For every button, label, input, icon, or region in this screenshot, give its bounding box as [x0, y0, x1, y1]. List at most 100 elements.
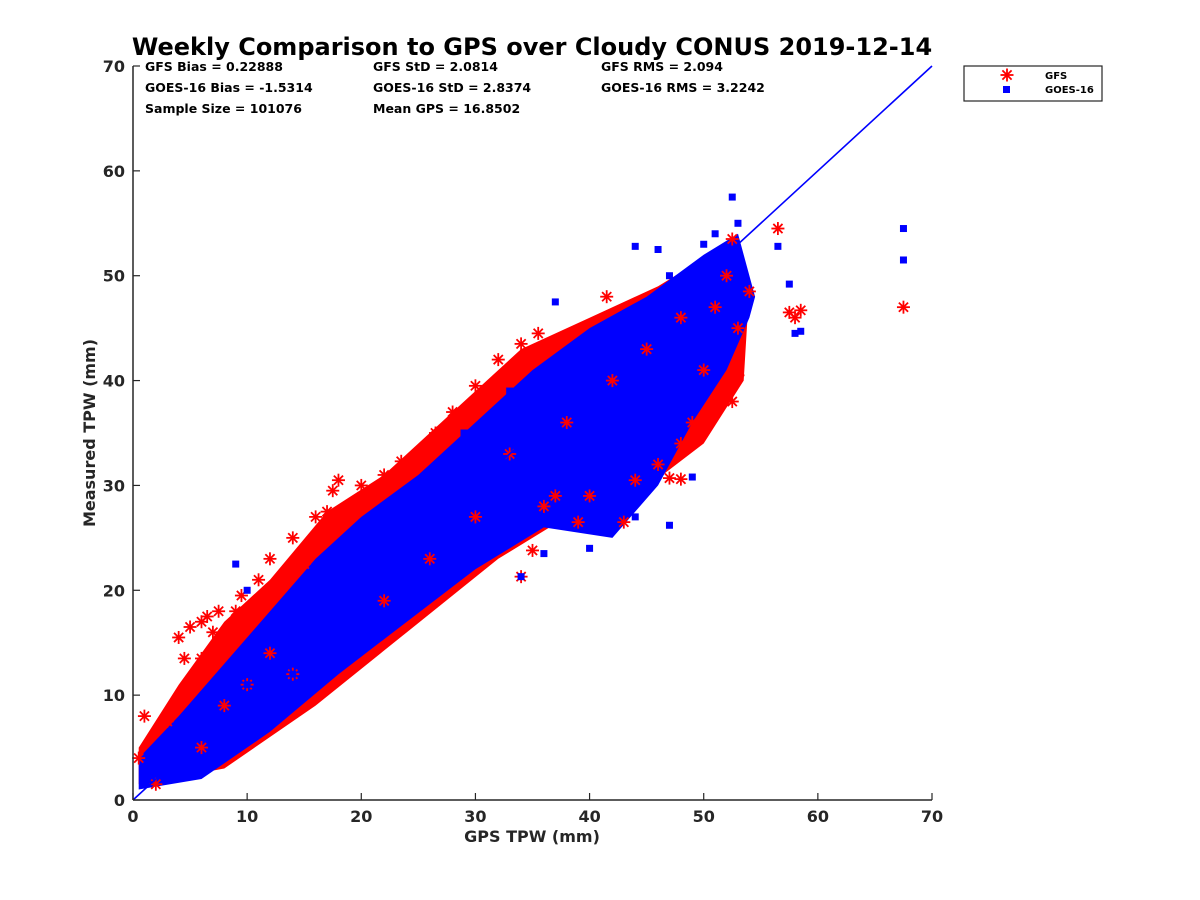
gfs-point — [396, 456, 407, 467]
gfs-point — [327, 485, 338, 496]
goes-16-point — [551, 439, 559, 447]
axes — [132, 66, 932, 801]
gfs-point — [572, 516, 584, 528]
goes-16-point — [797, 327, 805, 335]
gfs-point — [378, 595, 390, 607]
gfs-point — [675, 473, 687, 485]
legend-goes-marker — [1003, 86, 1010, 93]
goes-16-point — [631, 242, 639, 250]
gfs-point — [321, 506, 333, 517]
goes-16-point — [483, 502, 491, 510]
gfs-point — [1001, 69, 1013, 81]
goes-16-point — [289, 670, 297, 678]
gfs-point — [133, 752, 144, 764]
gfs-point — [698, 364, 709, 376]
gfs-point — [173, 632, 184, 643]
gfs-point — [333, 474, 344, 486]
gfs-point — [607, 375, 618, 386]
goes-16-point — [163, 754, 171, 762]
goes-16-point — [494, 481, 502, 489]
gfs-point — [219, 700, 230, 711]
gfs-point — [184, 621, 196, 633]
goes-16-point — [688, 303, 696, 311]
gfs-point — [287, 532, 299, 544]
goes-16-point — [688, 473, 696, 481]
gfs-point — [447, 406, 458, 418]
gfs-point — [652, 459, 664, 470]
goes-16-point — [403, 565, 411, 573]
goes-16-point — [551, 298, 559, 306]
gfs-point — [150, 779, 162, 790]
y-tick-label: 0 — [114, 791, 125, 810]
goes-16-point — [232, 560, 240, 568]
goes-16-point — [540, 550, 548, 558]
goes-16-point — [631, 513, 639, 521]
gfs-point — [687, 417, 698, 428]
goes-16-point — [529, 408, 536, 416]
gfs-point — [532, 328, 544, 339]
legend-box — [963, 65, 1103, 102]
goes-16-point — [517, 573, 525, 581]
gfs-point — [795, 305, 806, 316]
goes-16-point — [665, 521, 673, 529]
stat-gfs-rms: GFS RMS = 2.094 — [601, 59, 723, 74]
x-tick-label: 0 — [127, 807, 138, 826]
goes-16-point — [437, 471, 445, 479]
gfs-point — [772, 223, 784, 234]
stats-block: GFS Bias = 0.22888 GFS StD = 2.0814 GFS … — [145, 59, 765, 116]
goes-16-point — [243, 586, 251, 594]
gfs-point — [784, 307, 795, 318]
gfs-point — [744, 286, 755, 297]
y-tick-label: 70 — [103, 57, 125, 76]
gfs-point — [515, 338, 527, 350]
x-tick-label: 20 — [350, 807, 372, 826]
goes-16-point — [243, 681, 251, 689]
gfs-point — [213, 606, 224, 617]
gfs-point — [709, 301, 721, 313]
goes-16-point — [197, 712, 205, 720]
goes-16-point — [449, 523, 457, 531]
goes-16-point — [300, 597, 308, 605]
gfs-point — [430, 427, 441, 439]
goes-16-point — [175, 765, 183, 773]
goes-16-point — [460, 429, 468, 437]
stat-sample-size: Sample Size = 101076 — [145, 101, 302, 116]
gfs-point — [378, 469, 390, 481]
gfs-point — [196, 742, 207, 753]
gfs-point — [139, 710, 150, 722]
stat-goes-bias: GOES-16 Bias = -1.5314 — [145, 80, 313, 95]
goes-16-point — [574, 377, 582, 385]
goes-16-point — [665, 272, 673, 280]
y-axis-label: Measured TPW (mm) — [80, 339, 99, 527]
gfs-point — [253, 574, 264, 586]
gfs-point — [664, 472, 675, 484]
gfs-point — [230, 606, 241, 617]
x-tick-label: 70 — [921, 807, 943, 826]
gfs-point — [675, 312, 687, 323]
goes-16-point — [471, 460, 479, 468]
x-tick-label: 50 — [693, 807, 715, 826]
goes-16-point — [785, 280, 793, 288]
legend-gfs-label: GFS — [1045, 71, 1067, 82]
gfs-point — [162, 716, 173, 727]
goes-16-point — [677, 287, 685, 295]
gfs-point — [641, 343, 652, 355]
goes-16-point — [728, 193, 736, 201]
goes-16-point — [654, 429, 662, 437]
goes-16-point — [346, 639, 354, 647]
goes-16-point — [899, 225, 907, 233]
x-ticks: 0 10 20 30 40 50 60 70 — [127, 793, 943, 826]
legend-goes-label: GOES-16 — [1045, 85, 1094, 96]
goes-16-point — [334, 586, 342, 594]
goes-16-point — [620, 377, 628, 385]
gfs-point — [310, 511, 321, 523]
gfs-point — [179, 653, 190, 664]
x-tick-label: 40 — [578, 807, 600, 826]
x-tick-label: 30 — [464, 807, 486, 826]
gfs-point — [264, 553, 276, 565]
goes-16-point — [608, 324, 616, 332]
goes-16-point — [220, 691, 228, 699]
gfs-point — [196, 653, 207, 664]
goes-16-point — [643, 335, 651, 343]
